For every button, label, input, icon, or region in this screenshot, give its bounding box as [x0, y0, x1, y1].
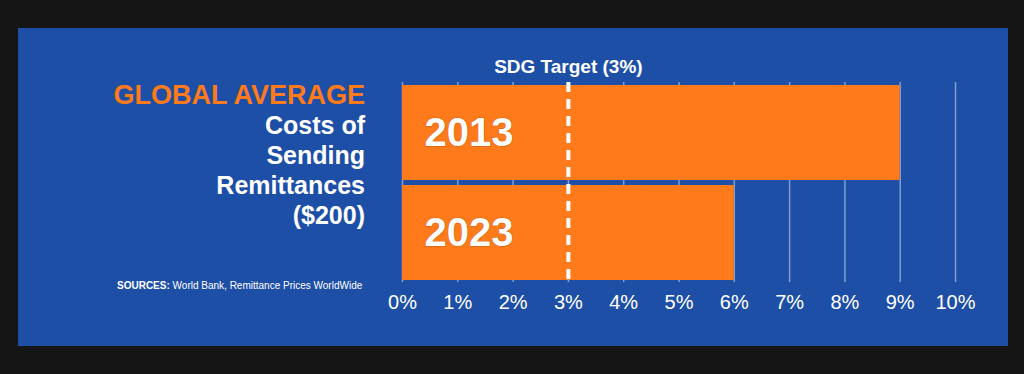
svg-text:2013: 2013	[425, 110, 514, 154]
svg-text:10%: 10%	[935, 291, 975, 313]
svg-text:SDG Target (3%): SDG Target (3%)	[494, 56, 643, 77]
svg-text:0%: 0%	[388, 291, 417, 313]
html-text:Costs of Sending Remittances (: Costs of Sending Remittances ($200)	[216, 111, 365, 229]
svg-text:7%: 7%	[775, 291, 804, 313]
html-text:GLOBAL AVERAGE: GLOBAL AVERAGE	[113, 80, 365, 110]
svg-text:9%: 9%	[886, 291, 915, 313]
svg-text:3%: 3%	[554, 291, 583, 313]
svg-text:6%: 6%	[720, 291, 749, 313]
svg-text:2%: 2%	[499, 291, 528, 313]
svg-text:1%: 1%	[443, 291, 472, 313]
html-text:SOURCES: World Bank, Remittanc: SOURCES: World Bank, Remittance Prices W…	[117, 280, 363, 291]
svg-text:4%: 4%	[609, 291, 638, 313]
svg-text:2023: 2023	[425, 210, 514, 254]
svg-text:8%: 8%	[830, 291, 859, 313]
svg-text:5%: 5%	[665, 291, 694, 313]
